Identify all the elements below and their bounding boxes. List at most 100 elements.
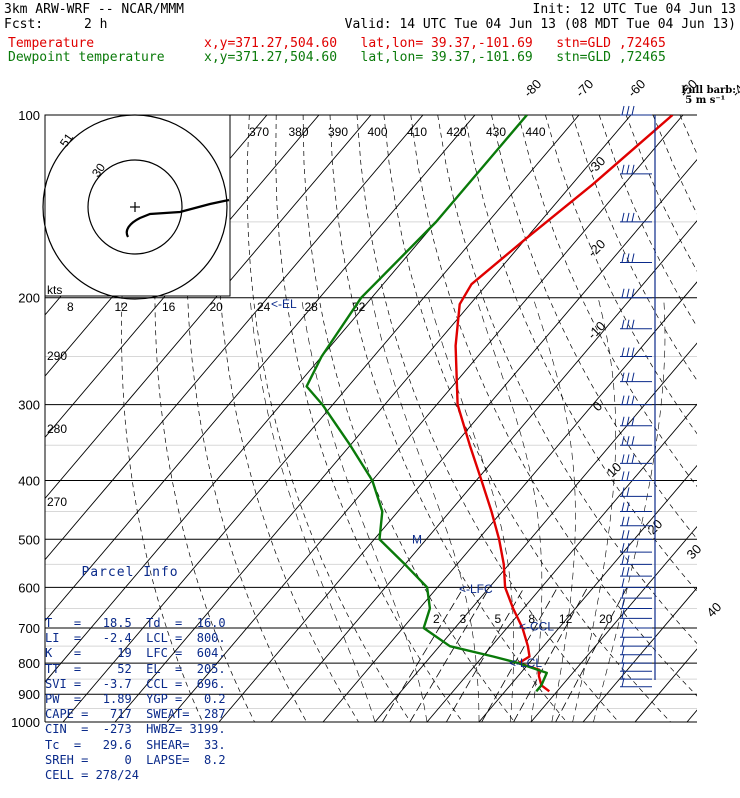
mixing-ratio-line <box>482 587 558 722</box>
isotherm <box>531 115 740 722</box>
parcel-info-title: Parcel Info <box>5 565 255 580</box>
temperature-location: x,y=371.27,504.60 lat,lon= 39.37,-101.69… <box>204 37 666 51</box>
barb-key-value: 5 m s⁻¹ <box>685 96 736 106</box>
parcel-info-row: T = 18.5 Td = 16.0 <box>45 616 255 631</box>
dewpoint-location: x,y=371.27,504.60 lat,lon= 39.37,-101.69… <box>204 51 666 65</box>
wind-barb-feather <box>622 213 624 222</box>
wind-barb-feather <box>627 213 629 222</box>
wind-barb-feather <box>632 396 634 405</box>
wind-barb-feather <box>627 396 629 405</box>
pressure-label: 700 <box>18 621 40 636</box>
wind-barb-feather <box>627 320 629 329</box>
parcel-info-row: SREH = 0 LAPSE= 8.2 <box>45 753 255 768</box>
wind-barb-feather <box>627 289 629 298</box>
theta-label: 410 <box>407 125 427 139</box>
pressure-label: 800 <box>18 656 40 671</box>
temperature-legend: Temperature <box>8 37 94 51</box>
wind-barb-feather <box>627 567 629 576</box>
wind-barb <box>620 396 652 405</box>
mixing-ratio-label: 5 <box>494 612 501 626</box>
wind-barb <box>620 628 652 637</box>
wind-barb-feather <box>622 454 624 463</box>
wind-barb <box>620 555 652 564</box>
wind-barb <box>620 599 652 608</box>
isotherm-label: -10 <box>585 318 609 342</box>
wind-barb-feather <box>627 487 629 496</box>
wind-barb <box>620 373 652 382</box>
theta-label: 390 <box>328 125 348 139</box>
wind-barb-feather <box>622 471 624 480</box>
wind-barb-feather <box>622 417 624 426</box>
moist-adiabat <box>371 298 479 722</box>
model-title: 3km ARW-WRF -- NCAR/MMM <box>4 3 184 17</box>
parcel-info-row: SVI = -3.7 CCL = 696. <box>45 677 255 692</box>
dry-adiabat <box>707 115 740 722</box>
dry-adiabat <box>734 115 740 722</box>
wind-barb-feather <box>632 213 634 222</box>
barb-key: Full barb: 5 m s⁻¹ <box>681 86 736 106</box>
theta-label: 400 <box>368 125 388 139</box>
wind-barb-feather <box>622 619 624 628</box>
isotherm <box>583 115 740 722</box>
parcel-info-row: CIN = -273 HWBZ= 3199. <box>45 722 255 737</box>
level-marker: <-LFC <box>459 582 493 596</box>
theta-label: 370 <box>249 125 269 139</box>
wind-barb-feather <box>632 436 634 445</box>
wind-barb <box>620 417 652 426</box>
parcel-info-row: TT = 52 EL = 205. <box>45 662 255 677</box>
theta-label: 430 <box>486 125 506 139</box>
theta-label: 380 <box>289 125 309 139</box>
wind-barb-feather <box>627 503 629 512</box>
theta-label: 420 <box>447 125 467 139</box>
dry-adiabat <box>438 115 740 722</box>
wind-barb-feather <box>627 373 629 382</box>
dry-adiabat <box>626 115 740 722</box>
mixing-ratio-line <box>382 587 463 722</box>
wind-barb-feather <box>622 254 624 263</box>
pressure-label: 500 <box>18 532 40 547</box>
wind-barb <box>620 254 652 263</box>
wind-barb-feather <box>622 165 624 174</box>
dry-adiabat <box>276 115 463 722</box>
dry-adiabat <box>545 115 740 722</box>
pressure-label: 600 <box>18 580 40 595</box>
wind-barb-feather <box>622 348 624 357</box>
height-label: 290 <box>47 349 67 363</box>
wind-barb-feather <box>622 628 624 637</box>
wind-barb <box>620 637 652 646</box>
isotherm-label: 40 <box>704 599 725 620</box>
moist-adiabat <box>250 298 375 722</box>
wind-barb-feather <box>622 637 624 646</box>
level-marker: <-LCL <box>509 656 542 670</box>
wind-barb <box>620 454 652 463</box>
theta-label: 440 <box>526 125 546 139</box>
parcel-info-row: CAPE = 717 SWEAT= 287 <box>45 707 255 722</box>
height-label: 280 <box>47 422 67 436</box>
mixing-ratio-line <box>556 587 627 722</box>
isotherm <box>687 115 740 722</box>
pressure-label: 100 <box>18 108 40 123</box>
isotherm <box>635 115 740 722</box>
init-time: Init: 12 UTC Tue 04 Jun 13 <box>533 3 737 17</box>
isotherm-label: -20 <box>585 236 609 260</box>
wind-barb-feather <box>622 654 624 663</box>
wind-barb-feather <box>622 530 624 539</box>
wind-barb <box>620 654 652 663</box>
pressure-label: 1000 <box>11 715 40 730</box>
wind-barb <box>620 503 652 512</box>
dry-adiabat <box>247 115 410 722</box>
speed-label: 8 <box>67 300 74 314</box>
parcel-info-row: PW = 1.89 YGP = 0.2 <box>45 692 255 707</box>
wind-barb-feather <box>622 517 624 526</box>
mixing-ratio-label: 3 <box>459 612 466 626</box>
wind-barb-feather <box>632 454 634 463</box>
dry-adiabat <box>653 115 740 722</box>
wind-barb-feather <box>622 106 624 115</box>
wind-barb <box>620 619 652 628</box>
parcel-info-row: CELL = 278/24 <box>45 768 255 783</box>
temperature-profile <box>456 115 673 691</box>
wind-barb-feather <box>622 609 624 618</box>
wind-barb-feather <box>632 320 634 329</box>
isotherm-label: 10 <box>604 459 625 480</box>
